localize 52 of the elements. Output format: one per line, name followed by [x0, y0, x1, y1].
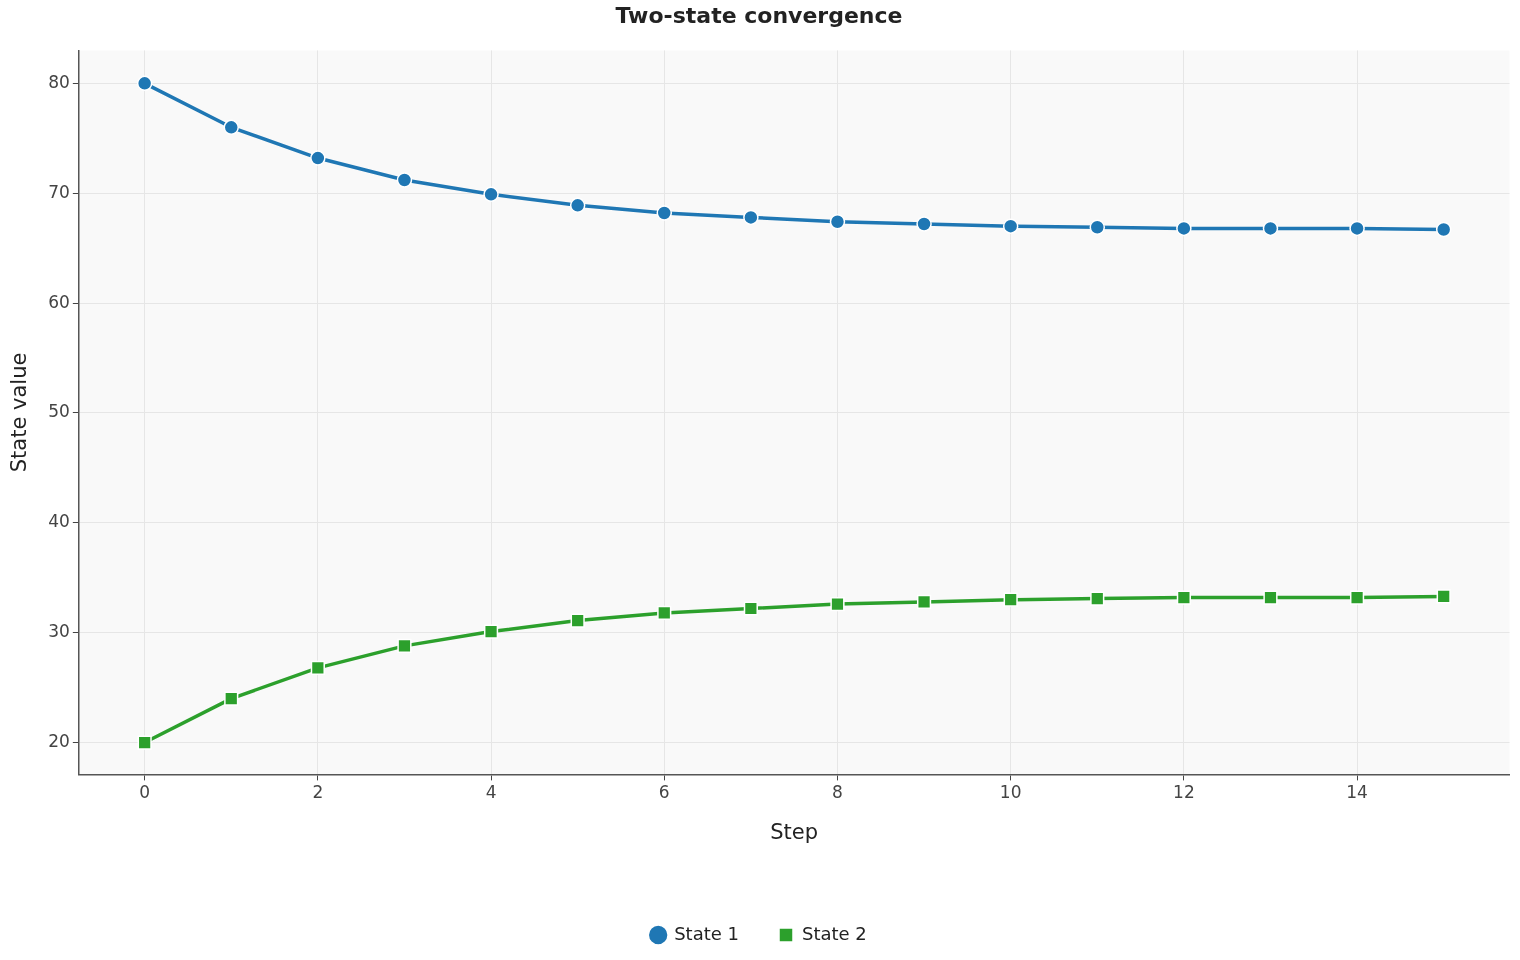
- point: [1176, 590, 1191, 605]
- point: [829, 214, 846, 230]
- point: [310, 660, 325, 675]
- point: [223, 119, 239, 136]
- y-tick-label: 50: [48, 401, 70, 422]
- point: [483, 624, 499, 639]
- point: [830, 597, 845, 612]
- point: [1003, 592, 1018, 607]
- point: [310, 150, 326, 166]
- point: [570, 613, 585, 628]
- point: [657, 605, 672, 621]
- legend-label: State 1: [674, 922, 740, 944]
- point: [224, 691, 239, 706]
- point: [1436, 589, 1451, 604]
- x-tick-label: 8: [832, 782, 843, 803]
- point: [743, 209, 759, 226]
- point: [1263, 590, 1278, 605]
- point: [137, 735, 152, 750]
- point: [1435, 221, 1452, 238]
- x-tick-label: 4: [485, 782, 497, 803]
- point: [397, 638, 412, 653]
- y-tick-label: 40: [48, 511, 70, 532]
- point: [743, 601, 758, 616]
- x-tick-label: 12: [1173, 782, 1195, 803]
- x-tick-label: 6: [658, 782, 670, 803]
- y-axis-title: State value: [7, 352, 32, 473]
- point: [1176, 220, 1192, 237]
- point: [916, 216, 932, 232]
- point: [1262, 220, 1279, 237]
- x-tick-label: 10: [999, 782, 1022, 803]
- x-tick-label: 0: [139, 782, 151, 803]
- point: [483, 186, 499, 203]
- y-tick-label: 60: [48, 291, 70, 312]
- point: [1089, 219, 1106, 236]
- y-tick-label: 30: [48, 621, 70, 642]
- chart-title: Two-state convergence: [615, 2, 903, 28]
- point: [1090, 591, 1105, 606]
- y-tick-label: 20: [48, 730, 70, 751]
- point: [396, 172, 413, 188]
- point: [136, 75, 153, 92]
- point: [1349, 590, 1365, 605]
- x-tick-label: 14: [1346, 782, 1368, 803]
- x-axis-title: Step: [770, 819, 819, 844]
- point: [569, 197, 586, 214]
- x-tick-label: 2: [312, 782, 324, 803]
- point: [656, 205, 673, 221]
- point: [1349, 220, 1365, 237]
- y-tick-label: 80: [48, 71, 70, 92]
- y-tick-label: 70: [48, 181, 70, 202]
- point: [916, 594, 932, 610]
- point: [1002, 218, 1019, 234]
- legend-label: State 2: [802, 922, 867, 944]
